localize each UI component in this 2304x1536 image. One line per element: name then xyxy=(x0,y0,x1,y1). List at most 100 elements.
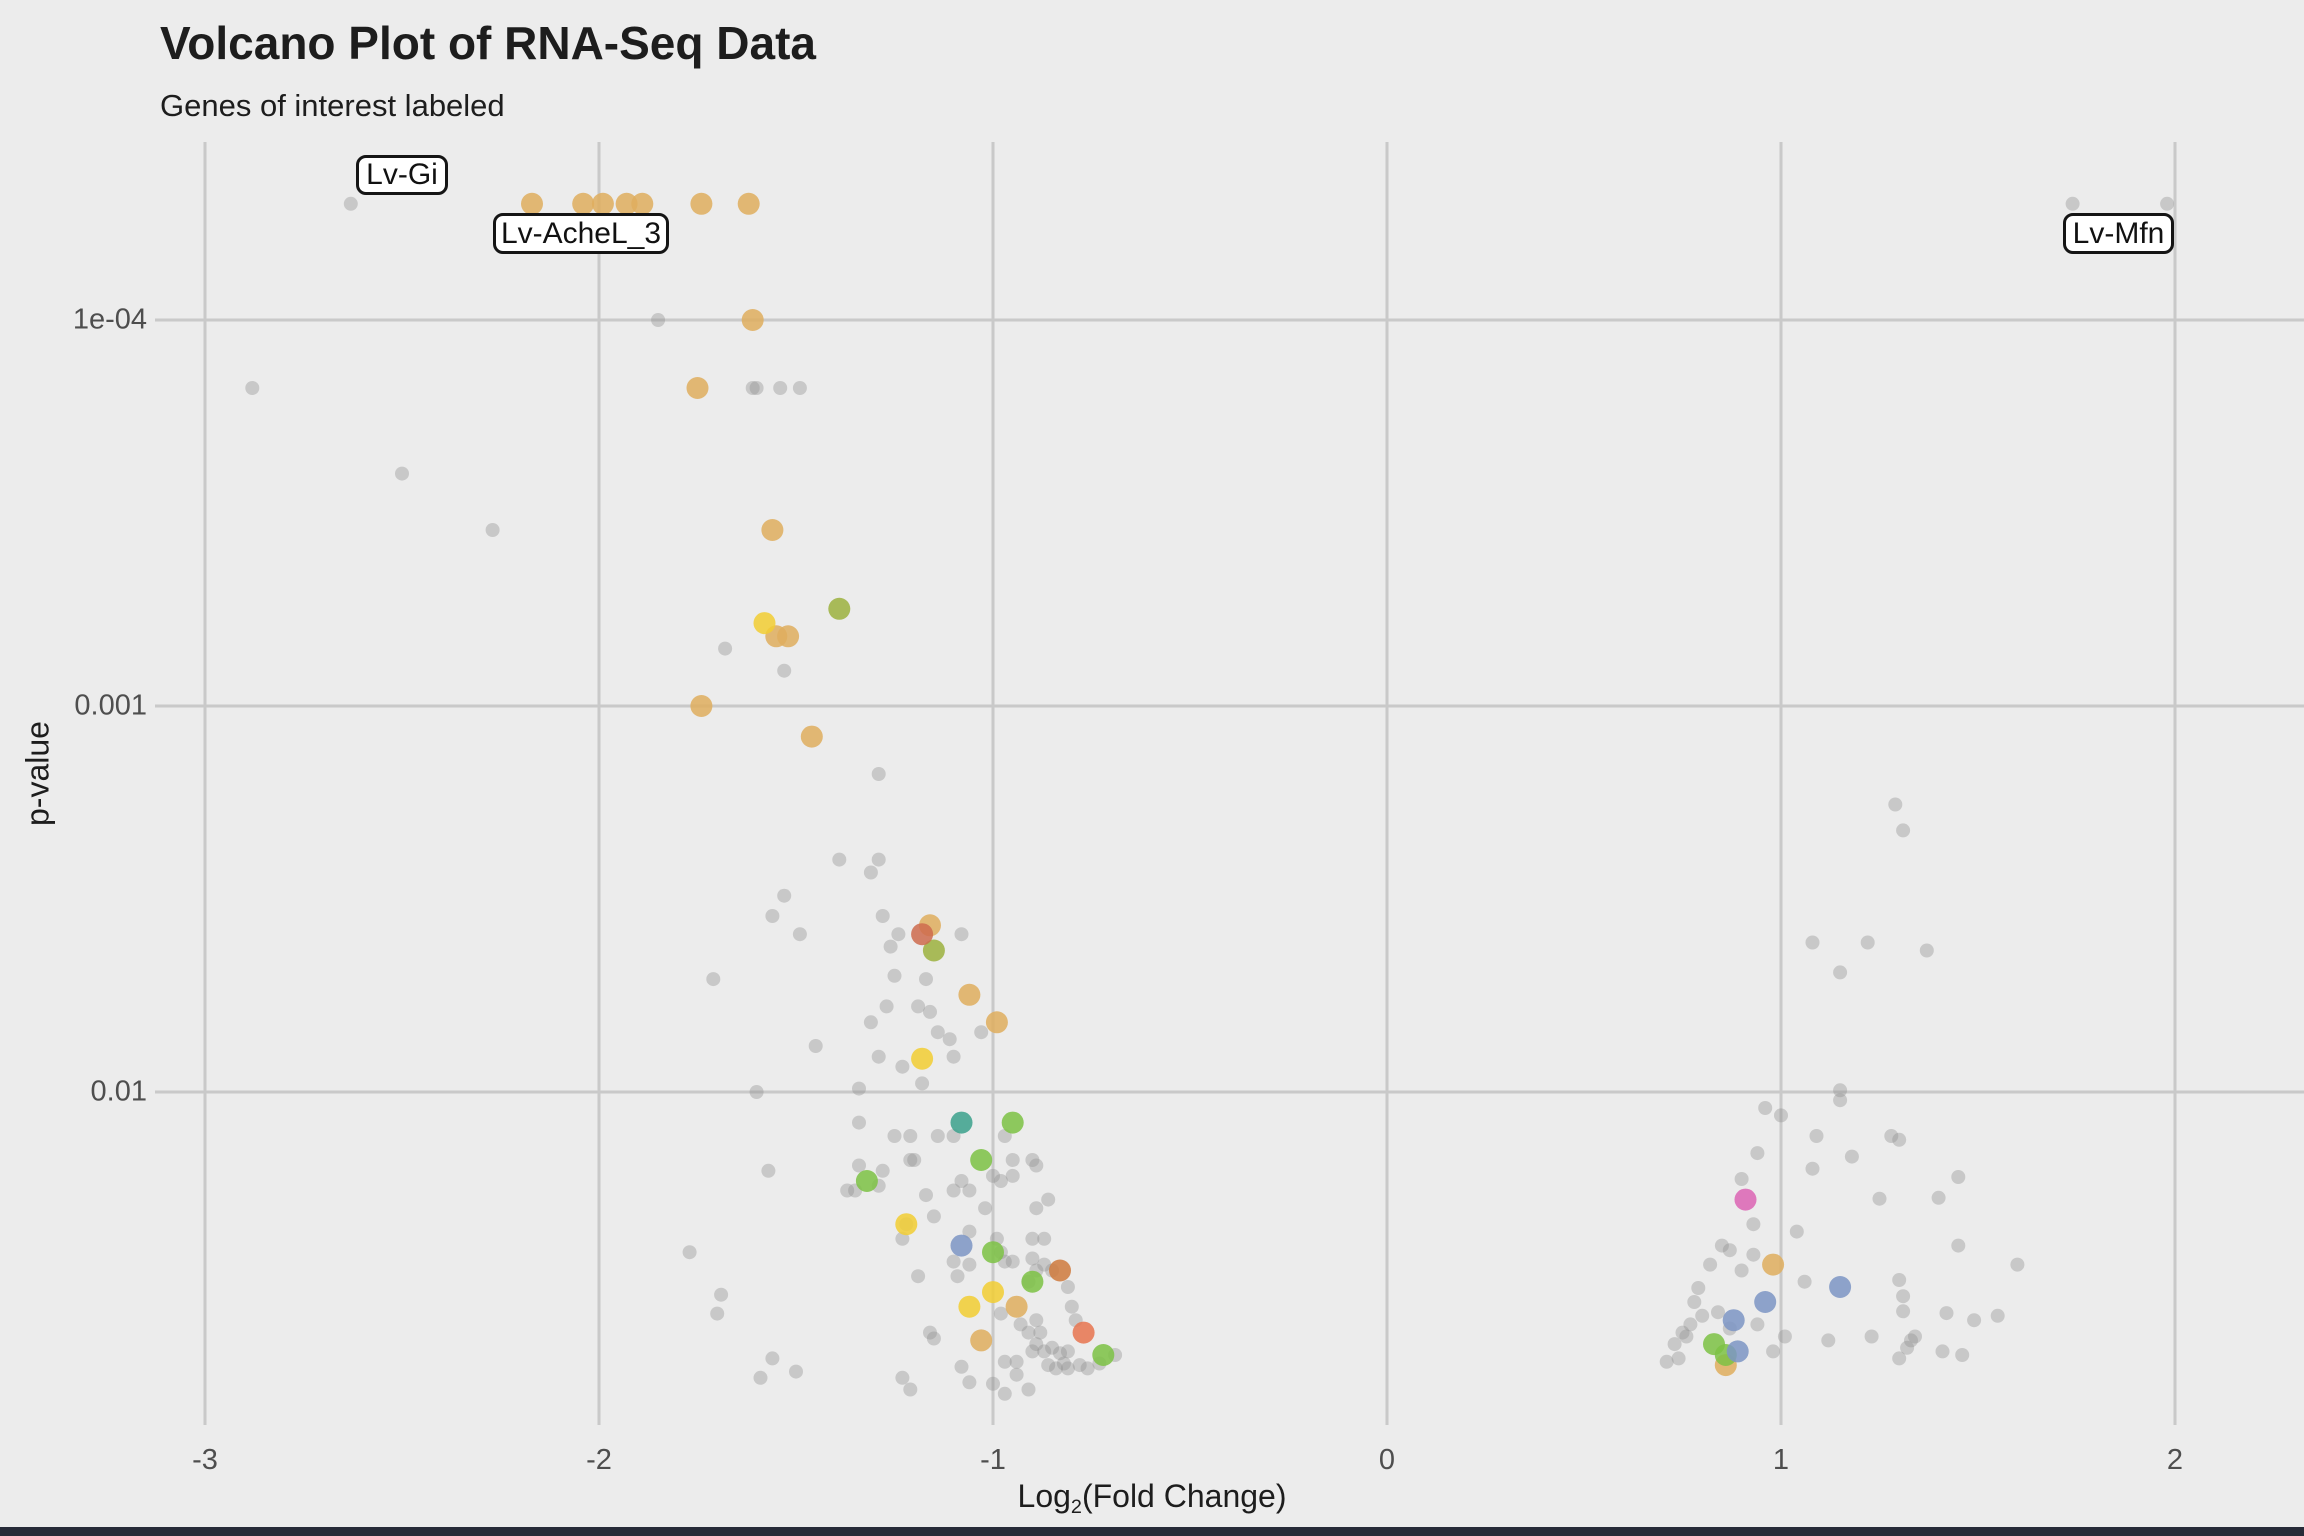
data-point-gray xyxy=(745,381,760,395)
data-point-gray xyxy=(1005,1153,1020,1167)
data-point-gray xyxy=(840,1183,855,1198)
data-point-gray xyxy=(1029,1201,1044,1216)
data-point-gray xyxy=(1951,1170,1966,1184)
data-point-gray xyxy=(1734,1172,1749,1186)
data-point-gray xyxy=(1021,1325,1036,1340)
data-point-gray xyxy=(1041,1358,1056,1373)
data-point-gray xyxy=(954,1174,969,1188)
bottom-window-edge xyxy=(0,1527,2304,1536)
data-point-gray xyxy=(1789,1224,1804,1239)
data-point-gray xyxy=(1892,1273,1907,1287)
gene-label: Lv-Mfn xyxy=(2063,213,2174,254)
data-point-gray xyxy=(1888,797,1903,812)
data-point-gray xyxy=(919,1188,933,1203)
data-point-gray xyxy=(1687,1295,1702,1309)
data-point-gray xyxy=(907,1153,922,1167)
data-point-gray xyxy=(1860,935,1875,950)
data-point-gray xyxy=(1009,1367,1024,1382)
data-point-gray xyxy=(962,1257,977,1272)
data-point-gray xyxy=(962,1224,977,1239)
data-point-gray xyxy=(1025,1344,1040,1359)
data-point-gray xyxy=(1908,1329,1922,1344)
data-point-gray xyxy=(930,1129,945,1143)
data-point-blue xyxy=(1726,1340,1749,1363)
data-point-gray xyxy=(1060,1361,1075,1376)
data-point-gray xyxy=(875,909,890,923)
data-point-gray xyxy=(1691,1281,1706,1295)
data-point-tan xyxy=(1762,1253,1785,1276)
data-point-gray xyxy=(789,1364,803,1379)
data-point-tan xyxy=(985,1011,1008,1034)
data-point-yellow xyxy=(753,612,776,635)
data-point-gray xyxy=(895,1059,910,1074)
data-point-red xyxy=(911,923,934,946)
data-point-gray xyxy=(395,466,409,481)
data-point-gray xyxy=(962,1375,977,1390)
data-point-tan xyxy=(970,1329,993,1352)
data-point-tan xyxy=(761,519,784,541)
data-point-tan xyxy=(737,192,760,215)
data-point-gray xyxy=(1033,1325,1048,1340)
data-point-gray xyxy=(1821,1333,1836,1348)
data-point-gray xyxy=(946,1049,961,1064)
data-point-yellow xyxy=(958,1295,981,1318)
data-point-gray xyxy=(749,1085,764,1099)
data-point-pink xyxy=(1734,1188,1757,1211)
data-point-gray xyxy=(903,1382,918,1397)
data-point-tan xyxy=(521,192,543,215)
data-point-teal xyxy=(950,1111,973,1134)
data-point-gray xyxy=(710,1306,725,1321)
data-point-gray xyxy=(993,1174,1008,1188)
data-point-gray xyxy=(808,1039,823,1053)
data-point-green xyxy=(855,1170,878,1192)
data-point-gray xyxy=(1872,1191,1887,1206)
data-point-gray xyxy=(1904,1333,1918,1348)
x-tick-label: -3 xyxy=(192,1444,218,1476)
data-point-gray xyxy=(852,1081,866,1096)
data-point-gray xyxy=(1884,1129,1899,1143)
data-point-gray xyxy=(1805,935,1820,950)
data-point-gray xyxy=(1037,1231,1052,1246)
data-point-gray xyxy=(962,1183,977,1198)
data-point-gray xyxy=(930,1025,945,1040)
data-point-gray xyxy=(926,1209,941,1224)
data-point-gray xyxy=(1029,1158,1044,1173)
data-point-salmon xyxy=(1072,1321,1095,1344)
data-point-yellow xyxy=(982,1281,1004,1304)
data-point-blue xyxy=(1722,1309,1745,1332)
data-point-gray xyxy=(942,1032,957,1047)
data-point-tan xyxy=(690,695,713,717)
data-point-gray xyxy=(1080,1361,1095,1376)
data-point-green xyxy=(1001,1111,1024,1134)
data-point-gray xyxy=(1758,1101,1773,1115)
data-point-gray xyxy=(1833,965,1848,980)
data-point-gray xyxy=(1844,1149,1859,1164)
data-point-gray xyxy=(1005,1168,1020,1183)
data-point-gray xyxy=(1711,1305,1725,1320)
data-point-gray xyxy=(863,1015,878,1030)
x-axis-title: Log2(Fold Change) xyxy=(0,1478,2304,1519)
data-point-gray xyxy=(682,1245,697,1260)
data-point-gray xyxy=(871,767,886,781)
x-tick-label: -2 xyxy=(586,1444,612,1476)
data-point-gray xyxy=(911,1269,926,1284)
data-point-gray xyxy=(1045,1340,1060,1355)
data-point-gray xyxy=(1659,1354,1674,1369)
data-point-tan xyxy=(615,192,638,215)
data-point-gray xyxy=(950,1269,965,1284)
data-point-gray xyxy=(993,1306,1008,1321)
data-point-gray xyxy=(903,1153,918,1167)
data-point-gray xyxy=(1025,1251,1040,1266)
data-point-gray xyxy=(1746,1217,1761,1232)
data-point-gray xyxy=(832,852,847,867)
data-point-gray xyxy=(1009,1354,1024,1369)
data-point-gray xyxy=(1919,943,1934,958)
data-point-tan xyxy=(777,625,800,648)
data-point-rust xyxy=(1049,1259,1071,1282)
data-point-gray xyxy=(923,1004,937,1019)
data-point-gray xyxy=(1939,1306,1954,1321)
data-point-gray xyxy=(792,381,807,395)
data-point-gray xyxy=(714,1287,729,1302)
data-point-gray xyxy=(895,1231,910,1246)
